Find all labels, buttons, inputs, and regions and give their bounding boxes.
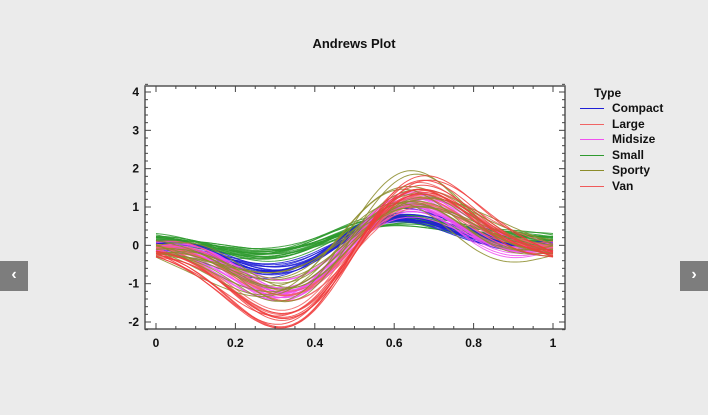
x-tick-label: 0.2 (227, 336, 244, 350)
curve-van (155, 179, 554, 329)
y-tick-label: -1 (128, 277, 139, 291)
chevron-left-icon: ‹ (11, 266, 17, 283)
legend-item-small: Small (578, 148, 688, 164)
x-tick-label: 0.8 (465, 336, 482, 350)
chart-title: Andrews Plot (312, 36, 396, 51)
x-tick-label: 0.6 (386, 336, 403, 350)
legend-item-compact: Compact (578, 101, 688, 117)
curve-van (155, 188, 554, 318)
legend-swatch-compact (580, 108, 604, 110)
curve-sporty (155, 188, 554, 287)
legend-title: Type (594, 86, 622, 100)
curve-sporty (155, 197, 554, 293)
legend-swatch-sporty (580, 170, 604, 172)
legend-swatch-large (580, 123, 604, 125)
y-tick-label: 0 (132, 238, 139, 252)
legend-swatch-van (580, 185, 604, 187)
x-tick-label: 0.4 (306, 336, 323, 350)
axes: 0 0.2 0.4 0.6 0.8 1 4 3 2 1 0 -1 -2 (128, 83, 565, 350)
legend-label: Compact (612, 101, 664, 116)
legend-swatch-small (580, 154, 604, 156)
previous-slide-button[interactable]: ‹ (0, 261, 28, 291)
legend-item-midsize: Midsize (578, 132, 688, 148)
legend-item-van: Van (578, 179, 688, 195)
curve-sporty (155, 193, 554, 290)
legend-label: Small (612, 147, 645, 162)
next-slide-button[interactable]: › (680, 261, 708, 291)
x-tick-label: 0 (153, 336, 160, 350)
y-tick-label: 3 (132, 123, 139, 137)
y-tick-label: 4 (132, 85, 139, 99)
plot-background (144, 85, 566, 330)
legend-item-sporty: Sporty (578, 163, 688, 179)
curve-van (155, 184, 554, 325)
legend-item-large: Large (578, 117, 688, 133)
legend-label: Sporty (612, 163, 651, 178)
chevron-right-icon: › (691, 266, 697, 283)
legend: Type Compact Large Midsize Small Sporty … (578, 86, 688, 194)
curve-sporty (155, 202, 554, 279)
y-tick-label: 1 (132, 200, 139, 214)
andrews-curves (155, 170, 554, 329)
legend-label: Van (612, 178, 634, 193)
legend-label: Large (612, 116, 645, 131)
y-tick-label: -2 (128, 315, 139, 329)
y-tick-label: 2 (132, 162, 139, 176)
x-tick-label: 1 (550, 336, 557, 350)
legend-swatch-midsize (580, 139, 604, 141)
legend-label: Midsize (612, 132, 656, 147)
curve-sporty (155, 201, 554, 284)
